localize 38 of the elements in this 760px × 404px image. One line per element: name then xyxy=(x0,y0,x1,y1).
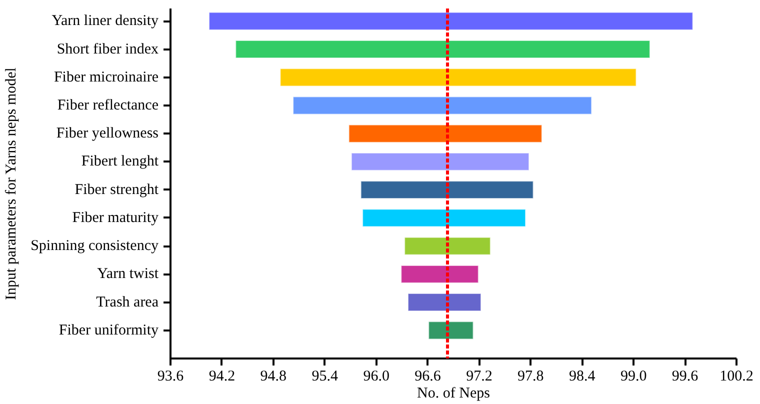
y-tick-label: Fiber reflectance xyxy=(57,97,159,114)
x-tick-label: 99.6 xyxy=(672,368,699,384)
bar xyxy=(235,40,650,58)
x-tick-label: 97.2 xyxy=(466,368,492,384)
y-tick-label: Fiber yellowness xyxy=(56,126,159,142)
y-tick-label: Fibert lenght xyxy=(81,154,160,170)
x-tick-label: 94.8 xyxy=(260,368,287,384)
bar xyxy=(404,236,491,256)
bar xyxy=(208,12,694,30)
x-tick-label: 96.0 xyxy=(363,368,390,384)
bar xyxy=(292,96,592,115)
x-tick-label: 99.0 xyxy=(620,368,647,384)
y-tick-label: Yarn twist xyxy=(97,266,160,282)
y-tick-label: Fiber maturity xyxy=(72,210,159,226)
bar xyxy=(362,208,526,228)
y-tick-label: Spinning consistency xyxy=(30,238,159,254)
y-tick-label: Short fiber index xyxy=(56,41,159,58)
y-axis-title: Input parameters for Yarns neps model xyxy=(4,68,20,300)
x-tick-label: 96.6 xyxy=(414,368,442,384)
x-tick-label: 97.8 xyxy=(518,368,544,384)
x-tick-label: 93.6 xyxy=(157,368,184,384)
bar xyxy=(348,124,542,143)
y-tick-label: Trash area xyxy=(96,294,159,310)
bar xyxy=(400,264,479,284)
x-axis-title: No. of Neps xyxy=(417,386,490,402)
y-tick-label: Fiber microinaire xyxy=(54,69,159,86)
bar xyxy=(408,293,482,312)
x-tick-label: 100.2 xyxy=(720,368,754,384)
x-tick-label: 98.4 xyxy=(569,368,596,384)
x-tick-label: 95.4 xyxy=(312,368,338,384)
bar xyxy=(428,321,474,340)
bar xyxy=(280,68,637,87)
y-tick-label: Fiber strenght xyxy=(74,182,160,198)
y-tick-label: Yarn liner density xyxy=(52,13,159,30)
y-tick-label: Fiber uniformity xyxy=(58,322,159,338)
bar xyxy=(350,152,530,171)
bar xyxy=(360,180,534,200)
x-tick-label: 94.2 xyxy=(208,368,236,384)
